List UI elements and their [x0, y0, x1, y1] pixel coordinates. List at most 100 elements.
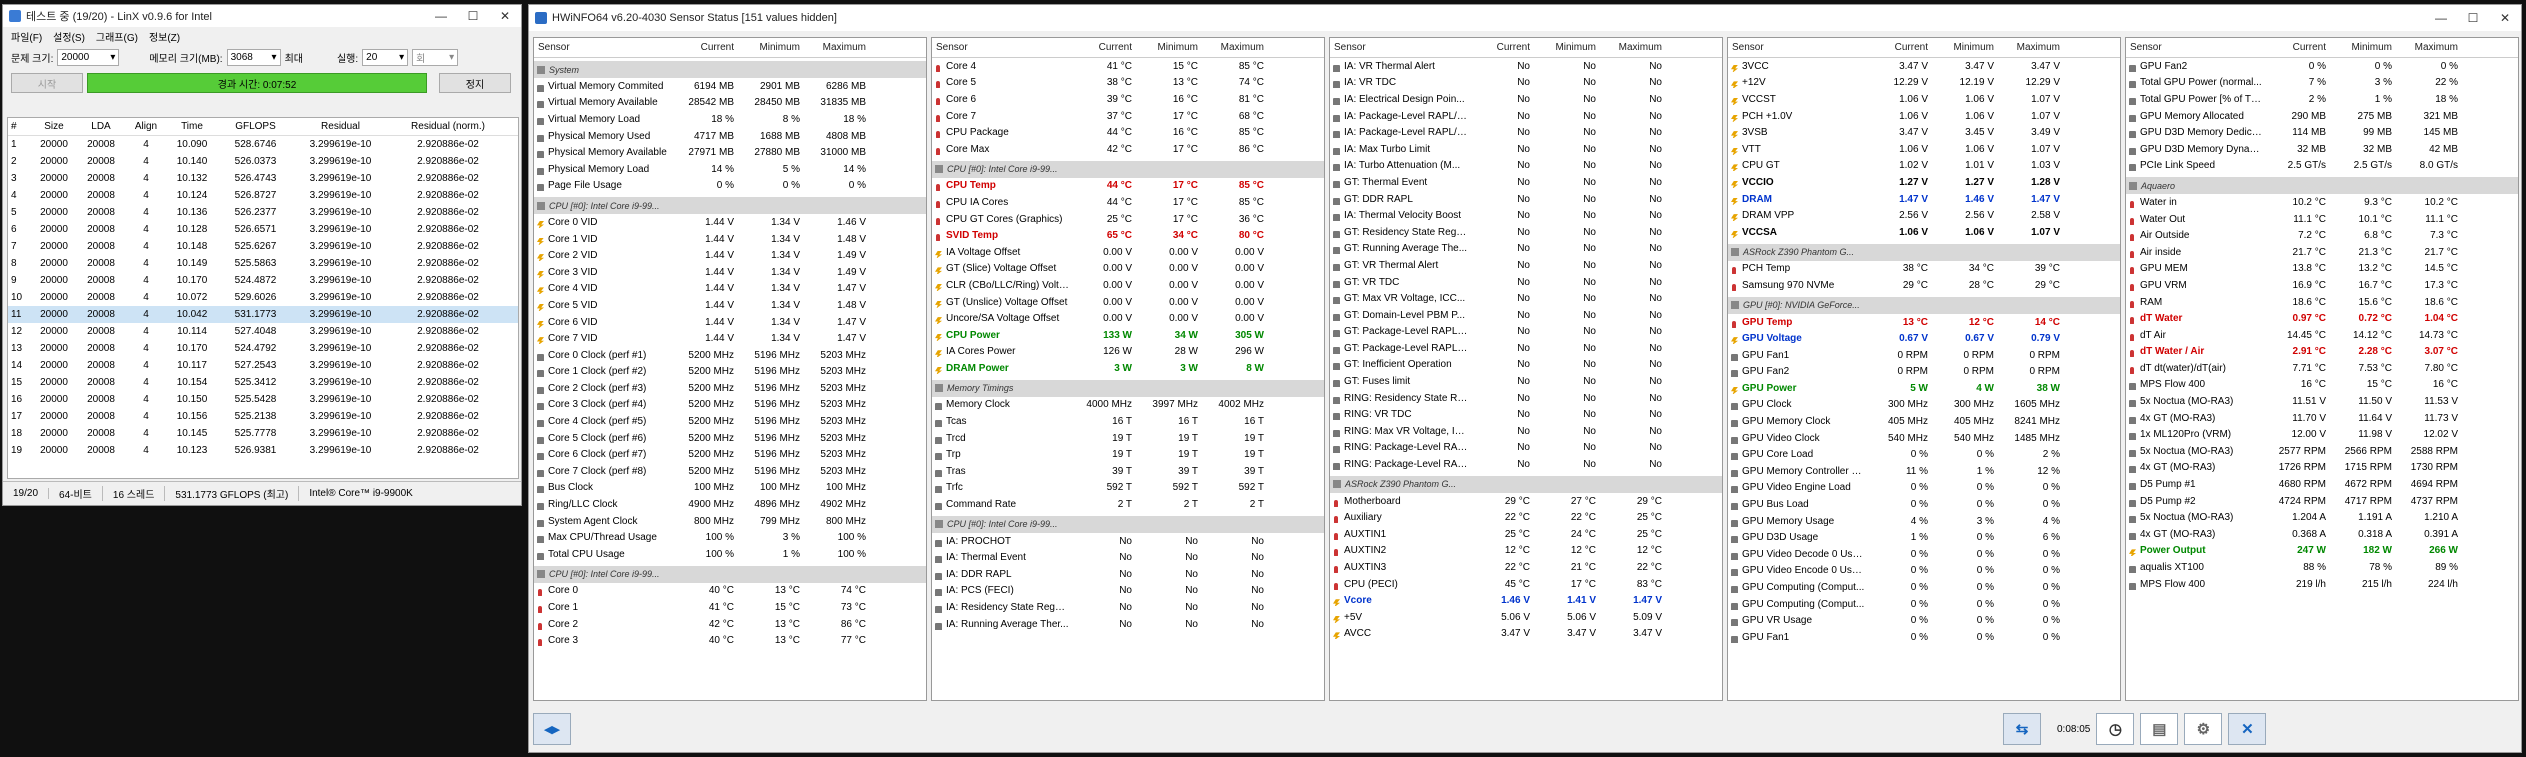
sensor-row[interactable]: GPU Video Encode 0 Usage 0 % 0 % 0 %	[1728, 563, 2120, 580]
sensor-row[interactable]: MPS Flow 400 16 °C 15 °C 16 °C	[2126, 377, 2518, 394]
sensor-row[interactable]: Core 3 40 °C 13 °C 77 °C	[534, 632, 926, 649]
sensor-group[interactable]: ASRock Z390 Phantom G...	[1330, 475, 1722, 493]
sensor-row[interactable]: Core 5 VID 1.44 V 1.34 V 1.48 V	[534, 297, 926, 314]
header-minimum[interactable]: Minimum	[2351, 42, 2392, 53]
header-current[interactable]: Current	[1098, 42, 1132, 53]
sensor-row[interactable]: GPU Voltage 0.67 V 0.67 V 0.79 V	[1728, 330, 2120, 347]
header-sensor[interactable]: Sensor	[1334, 42, 1366, 53]
sensor-column[interactable]: Sensor Current Minimum Maximum 3VCC 3.47 V 3.4…	[1727, 37, 2121, 701]
table-row[interactable]: 16 20000 20008 4 10.150 525.5428 3.299619e-10 2…	[8, 391, 518, 408]
sensor-row[interactable]: Command Rate 2 T 2 T 2 T	[932, 496, 1324, 513]
sensor-row[interactable]: Core 2 42 °C 13 °C 86 °C	[534, 616, 926, 633]
sensor-row[interactable]: 5x Noctua (MO-RA3) 1.204 A 1.191 A 1.210 A	[2126, 509, 2518, 526]
sensor-row[interactable]: Core 7 VID 1.44 V 1.34 V 1.47 V	[534, 330, 926, 347]
menu-settings[interactable]: 설정(S)	[53, 32, 85, 44]
sensor-row[interactable]: CPU GT Cores (Graphics) 25 °C 17 °C 36 °C	[932, 211, 1324, 228]
header-maximum[interactable]: Maximum	[2414, 42, 2458, 53]
sensor-row[interactable]: GPU Bus Load 0 % 0 % 0 %	[1728, 496, 2120, 513]
sensor-row[interactable]: DRAM VPP 2.56 V 2.56 V 2.58 V	[1728, 207, 2120, 224]
sensor-row[interactable]: Core 3 VID 1.44 V 1.34 V 1.49 V	[534, 264, 926, 281]
sensor-row[interactable]: Trcd 19 T 19 T 19 T	[932, 430, 1324, 447]
sensor-row[interactable]: System Agent Clock 800 MHz 799 MHz 800 MHz	[534, 513, 926, 530]
sensor-row[interactable]: SVID Temp 65 °C 34 °C 80 °C	[932, 227, 1324, 244]
start-button[interactable]: 시작	[11, 73, 83, 93]
sensor-row[interactable]: GPU Fan1 0 % 0 % 0 %	[1728, 629, 2120, 646]
settings-icon[interactable]: ⚙	[2184, 713, 2223, 745]
minimize-icon[interactable]: —	[435, 9, 447, 23]
sensor-row[interactable]: GT: Fuses limit No No No	[1330, 373, 1722, 390]
table-row[interactable]: 12 20000 20008 4 10.114 527.4048 3.299619e-10 2…	[8, 323, 518, 340]
header-sensor[interactable]: Sensor	[538, 42, 570, 53]
sensor-column[interactable]: Sensor Current Minimum Maximum Core 4 41 °C 15…	[931, 37, 1325, 701]
runs-unit-select[interactable]: 회 ▾	[412, 48, 459, 66]
sensor-row[interactable]: VCCIO 1.27 V 1.27 V 1.28 V	[1728, 174, 2120, 191]
sensor-row[interactable]: Core 3 Clock (perf #4) 5200 MHz 5196 MHz 52…	[534, 397, 926, 414]
col-time[interactable]: Time	[181, 121, 203, 132]
sensor-row[interactable]: IA: Turbo Attenuation (M... No No No	[1330, 158, 1722, 175]
sensor-row[interactable]: IA: Package-Level RAPL/P... No No No	[1330, 108, 1722, 125]
sensor-row[interactable]: 5x Noctua (MO-RA3) 2577 RPM 2566 RPM 2588 R…	[2126, 443, 2518, 460]
sensor-row[interactable]: Total GPU Power [% of TD... 2 % 1 % 18 %	[2126, 91, 2518, 108]
sensor-row[interactable]: IA Cores Power 126 W 28 W 296 W	[932, 344, 1324, 361]
table-row[interactable]: 13 20000 20008 4 10.170 524.4792 3.299619e-10 2…	[8, 340, 518, 357]
sensor-row[interactable]: CLR (CBo/LLC/Ring) Volta... 0.00 V 0.00 V 0…	[932, 277, 1324, 294]
menu-info[interactable]: 정보(Z)	[148, 32, 181, 44]
sensor-row[interactable]: IA: Thermal Velocity Boost No No No	[1330, 207, 1722, 224]
table-row[interactable]: 5 20000 20008 4 10.136 526.2377 3.299619e-10 2.…	[8, 204, 518, 221]
sensor-row[interactable]: Core 2 Clock (perf #3) 5200 MHz 5196 MHz 52…	[534, 380, 926, 397]
table-row[interactable]: 3 20000 20008 4 10.132 526.4743 3.299619e-10 2.…	[8, 170, 518, 187]
sensor-row[interactable]: +12V 12.29 V 12.19 V 12.29 V	[1728, 75, 2120, 92]
sensor-row[interactable]: Physical Memory Load 14 % 5 % 14 %	[534, 161, 926, 178]
sensor-row[interactable]: +5V 5.06 V 5.06 V 5.09 V	[1330, 609, 1722, 626]
sensor-row[interactable]: CPU GT 1.02 V 1.01 V 1.03 V	[1728, 158, 2120, 175]
sensor-group[interactable]: System	[534, 61, 926, 78]
sensor-column[interactable]: Sensor Current Minimum Maximum GPU Fan2 0 % 0 …	[2125, 37, 2519, 701]
sensor-row[interactable]: GT: VR TDC No No No	[1330, 274, 1722, 291]
table-row[interactable]: 19 20000 20008 4 10.123 526.9381 3.299619e-10 2…	[8, 442, 518, 459]
header-maximum[interactable]: Maximum	[822, 42, 866, 53]
sensor-row[interactable]: Trfc 592 T 592 T 592 T	[932, 480, 1324, 497]
sensor-row[interactable]: IA Voltage Offset 0.00 V 0.00 V 0.00 V	[932, 244, 1324, 261]
sensor-row[interactable]: Core 6 Clock (perf #7) 5200 MHz 5196 MHz 52…	[534, 446, 926, 463]
sensor-row[interactable]: RAM 18.6 °C 15.6 °C 18.6 °C	[2126, 294, 2518, 311]
sensor-row[interactable]: PCH +1.0V 1.06 V 1.06 V 1.07 V	[1728, 108, 2120, 125]
runs-select[interactable]: 20 ▾	[362, 48, 409, 66]
sensor-row[interactable]: Max CPU/Thread Usage 100 % 3 % 100 %	[534, 529, 926, 546]
col-align[interactable]: Align	[134, 121, 158, 132]
header-sensor[interactable]: Sensor	[1732, 42, 1764, 53]
sensor-row[interactable]: CPU IA Cores 44 °C 17 °C 85 °C	[932, 194, 1324, 211]
sensor-row[interactable]: IA: DDR RAPL No No No	[932, 566, 1324, 583]
max-label[interactable]: 최대	[284, 53, 303, 65]
sensor-group[interactable]: ASRock Z390 Phantom G...	[1728, 243, 2120, 261]
sensor-row[interactable]: Ring/LLC Clock 4900 MHz 4896 MHz 4902 MHz	[534, 496, 926, 513]
header-maximum[interactable]: Maximum	[1618, 42, 1662, 53]
sensor-row[interactable]: Trp 19 T 19 T 19 T	[932, 446, 1324, 463]
sensor-row[interactable]: Uncore/SA Voltage Offset 0.00 V 0.00 V 0.00…	[932, 310, 1324, 327]
clock-icon[interactable]: ◷	[2096, 713, 2135, 745]
table-row[interactable]: 4 20000 20008 4 10.124 526.8727 3.299619e-10 2.…	[8, 187, 518, 204]
table-row[interactable]: 14 20000 20008 4 10.117 527.2543 3.299619e-10 2…	[8, 357, 518, 374]
sensor-row[interactable]: Water in 10.2 °C 9.3 °C 10.2 °C	[2126, 194, 2518, 211]
sensor-row[interactable]: GPU Video Engine Load 0 % 0 % 0 %	[1728, 480, 2120, 497]
sensor-row[interactable]: 1x ML120Pro (VRM) 12.00 V 11.98 V 12.02 V	[2126, 426, 2518, 443]
sensor-row[interactable]: GT: Package-Level RAPL/... No No No	[1330, 340, 1722, 357]
sensor-group[interactable]: CPU [#0]: Intel Core i9-99...	[932, 160, 1324, 178]
sensor-row[interactable]: Air inside 21.7 °C 21.3 °C 21.7 °C	[2126, 244, 2518, 261]
header-minimum[interactable]: Minimum	[1555, 42, 1596, 53]
sensor-row[interactable]: VTT 1.06 V 1.06 V 1.07 V	[1728, 141, 2120, 158]
sensor-row[interactable]: D5 Pump #1 4680 RPM 4672 RPM 4694 RPM	[2126, 476, 2518, 493]
exit-icon[interactable]: ✕	[2228, 713, 2267, 745]
col-lda[interactable]: LDA	[91, 121, 111, 132]
memory-size-select[interactable]: 3068 ▾	[226, 48, 281, 66]
sensor-group[interactable]: GPU [#0]: NVIDIA GeForce...	[1728, 296, 2120, 314]
sensor-row[interactable]: GPU Memory Clock 405 MHz 405 MHz 8241 MHz	[1728, 413, 2120, 430]
close-icon[interactable]: ✕	[2499, 11, 2511, 25]
sensor-row[interactable]: RING: Package-Level RAP... No No No	[1330, 456, 1722, 473]
sensor-row[interactable]: Virtual Memory Available 28542 MB 28450 MB…	[534, 95, 926, 112]
sensor-row[interactable]: D5 Pump #2 4724 RPM 4717 RPM 4737 RPM	[2126, 493, 2518, 510]
sensor-row[interactable]: PCH Temp 38 °C 34 °C 39 °C	[1728, 261, 2120, 278]
menu-file[interactable]: 파일(F)	[11, 32, 43, 44]
sensor-row[interactable]: 4x GT (MO-RA3) 1726 RPM 1715 RPM 1730 RPM	[2126, 460, 2518, 477]
sensor-row[interactable]: Air Outside 7.2 °C 6.8 °C 7.3 °C	[2126, 227, 2518, 244]
sensor-row[interactable]: CPU Package 44 °C 16 °C 85 °C	[932, 124, 1324, 141]
